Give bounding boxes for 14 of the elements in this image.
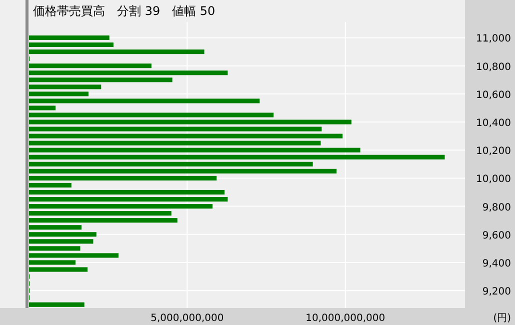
y-tick-label: 10,600 bbox=[476, 90, 511, 101]
chart-title: 価格帯売買高 分割 39 値幅 50 bbox=[33, 4, 216, 18]
y-tick-label: 9,600 bbox=[482, 230, 511, 242]
y-tick-label: 9,800 bbox=[482, 202, 511, 214]
y-tick-label: 10,200 bbox=[476, 146, 511, 158]
y-tick-label: 10,400 bbox=[476, 118, 511, 130]
y-tick-label: 9,200 bbox=[482, 286, 511, 298]
x-tick-label: 10,000,000,000 bbox=[306, 313, 386, 324]
y-tick-label: 9,400 bbox=[482, 258, 511, 270]
x-tick-label: 5,000,000,000 bbox=[150, 313, 224, 324]
y-tick-label: 10,000 bbox=[476, 174, 511, 186]
y-tick-label: 10,800 bbox=[476, 62, 511, 73]
y-tick-label: 11,000 bbox=[476, 34, 511, 45]
x-axis-title: (円) bbox=[493, 313, 512, 324]
